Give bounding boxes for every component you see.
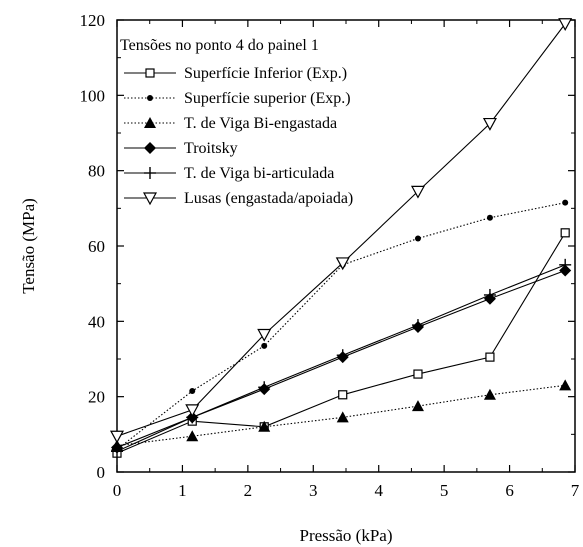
data-point [483, 288, 496, 301]
legend-title: Tensões no ponto 4 do painel 1 [120, 37, 319, 54]
data-point [559, 258, 572, 271]
legend-label: Lusas (engastada/apoiada) [184, 190, 353, 207]
data-point [559, 379, 572, 391]
data-point [258, 381, 271, 394]
legend: Tensões no ponto 4 do painel 1 Superfíci… [120, 37, 353, 207]
legend-item: Superfície superior (Exp.) [124, 90, 351, 107]
data-point [558, 18, 573, 32]
legend-label: Superfície superior (Exp.) [184, 90, 351, 107]
x-tick-label: 7 [571, 481, 580, 500]
series-layer [109, 18, 573, 458]
data-point [144, 142, 156, 154]
data-point [144, 117, 156, 128]
data-point [411, 319, 424, 332]
legend-item: T. de Viga Bi-engastada [124, 115, 337, 132]
plot-border [116, 19, 576, 473]
axis-ticks: 0 1 2 3 4 5 6 7 0 20 40 60 80 100 120 [80, 11, 580, 500]
data-point [338, 390, 348, 400]
x-tick-label: 4 [374, 481, 383, 500]
data-point [186, 430, 199, 442]
legend-label: Troitsky [184, 140, 238, 157]
x-tick-label: 3 [309, 481, 318, 500]
y-tick-label: 80 [88, 162, 105, 181]
data-point [336, 411, 349, 423]
x-tick-label: 6 [505, 481, 514, 500]
data-point [111, 445, 123, 458]
legend-label: T. de Viga Bi-engastada [184, 115, 337, 132]
data-point [261, 342, 268, 349]
data-point [336, 349, 349, 362]
y-axis-label: Tensão (MPa) [19, 198, 38, 294]
legend-item: Lusas (engastada/apoiada) [124, 190, 353, 207]
data-point [560, 228, 570, 238]
data-point [258, 420, 271, 432]
series-line [116, 23, 566, 437]
legend-item: Superfície Inferior (Exp.) [124, 65, 347, 82]
legend-item: T. de Viga bi-articulada [124, 165, 334, 182]
legend-label: T. de Viga bi-articulada [184, 165, 334, 182]
data-point [257, 328, 272, 342]
x-tick-label: 2 [244, 481, 253, 500]
data-point [147, 95, 153, 101]
series-6 [109, 18, 573, 444]
data-point [562, 199, 569, 206]
data-point [483, 388, 496, 400]
legend-item: Troitsky [124, 140, 238, 157]
y-tick-label: 120 [80, 11, 106, 30]
y-tick-label: 40 [88, 312, 105, 331]
data-point [142, 192, 158, 206]
data-point [410, 185, 425, 199]
data-point [414, 235, 421, 242]
y-tick-label: 100 [80, 86, 106, 105]
data-point [482, 117, 497, 131]
series-4 [111, 264, 572, 454]
data-point [413, 369, 423, 379]
y-tick-label: 0 [97, 463, 106, 482]
x-tick-label: 1 [178, 481, 187, 500]
data-point [189, 388, 196, 395]
data-point [109, 430, 125, 444]
data-point [486, 214, 493, 221]
y-tick-label: 60 [88, 237, 105, 256]
y-tick-label: 20 [88, 388, 105, 407]
series-3 [111, 379, 572, 451]
data-point [185, 404, 200, 418]
x-tick-label: 0 [113, 481, 122, 500]
legend-label: Superfície Inferior (Exp.) [184, 65, 347, 82]
data-point [411, 400, 424, 412]
data-point [145, 68, 155, 78]
x-tick-label: 5 [440, 481, 449, 500]
data-point [485, 352, 495, 362]
plot-frame [116, 19, 576, 473]
data-point [144, 167, 156, 179]
data-point [335, 257, 350, 271]
x-axis-label: Pressão (kPa) [299, 526, 392, 545]
